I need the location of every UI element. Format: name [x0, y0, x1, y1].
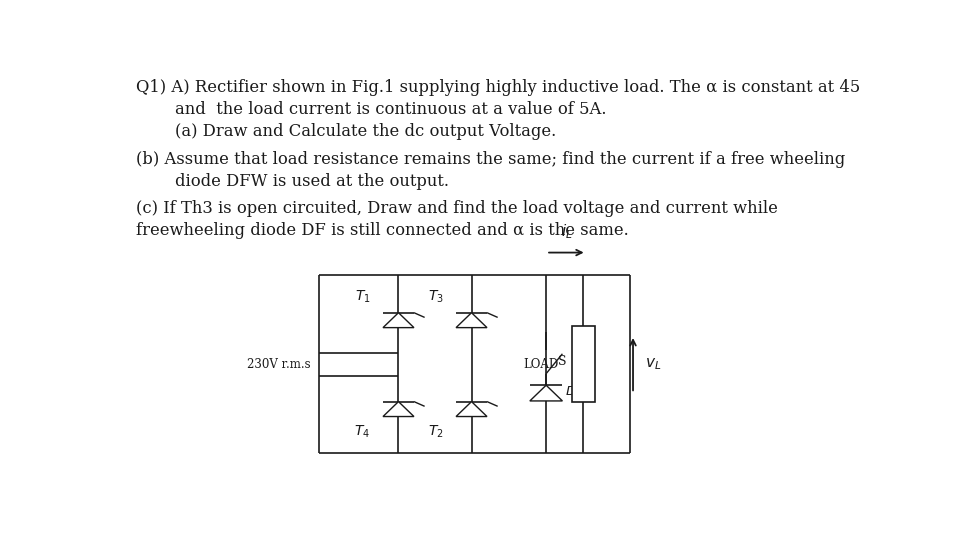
- Text: (a) Draw and Calculate the dc output Voltage.: (a) Draw and Calculate the dc output Vol…: [175, 123, 556, 140]
- Text: S: S: [558, 355, 566, 368]
- Text: $T_1$: $T_1$: [354, 289, 371, 305]
- Text: (b) Assume that load resistance remains the same; find the current if a free whe: (b) Assume that load resistance remains …: [136, 151, 845, 168]
- Text: diode DFW is used at the output.: diode DFW is used at the output.: [175, 173, 449, 190]
- Text: freewheeling diode DF is still connected and α is the same.: freewheeling diode DF is still connected…: [136, 222, 628, 239]
- Text: $i_L$: $i_L$: [561, 222, 572, 241]
- Polygon shape: [456, 402, 487, 417]
- Text: $v_L$: $v_L$: [645, 357, 661, 372]
- Text: 230V r.m.s: 230V r.m.s: [246, 358, 310, 371]
- Polygon shape: [383, 313, 414, 328]
- Text: $T_4$: $T_4$: [354, 424, 371, 440]
- Text: (c) If Th3 is open circuited, Draw and find the load voltage and current while: (c) If Th3 is open circuited, Draw and f…: [136, 200, 777, 217]
- Polygon shape: [383, 402, 414, 417]
- Polygon shape: [530, 385, 562, 401]
- Text: $T_3$: $T_3$: [428, 289, 443, 305]
- Text: $D_{FW}$: $D_{FW}$: [565, 385, 592, 400]
- Text: and  the load current is continuous at a value of 5A.: and the load current is continuous at a …: [175, 101, 606, 118]
- Text: LOAD: LOAD: [523, 358, 559, 371]
- Polygon shape: [456, 313, 487, 328]
- Text: Q1) A) Rectifier shown in Fig.1 supplying highly inductive load. The α is consta: Q1) A) Rectifier shown in Fig.1 supplyin…: [136, 79, 860, 96]
- Bar: [572, 326, 595, 402]
- Text: $T_2$: $T_2$: [428, 424, 443, 440]
